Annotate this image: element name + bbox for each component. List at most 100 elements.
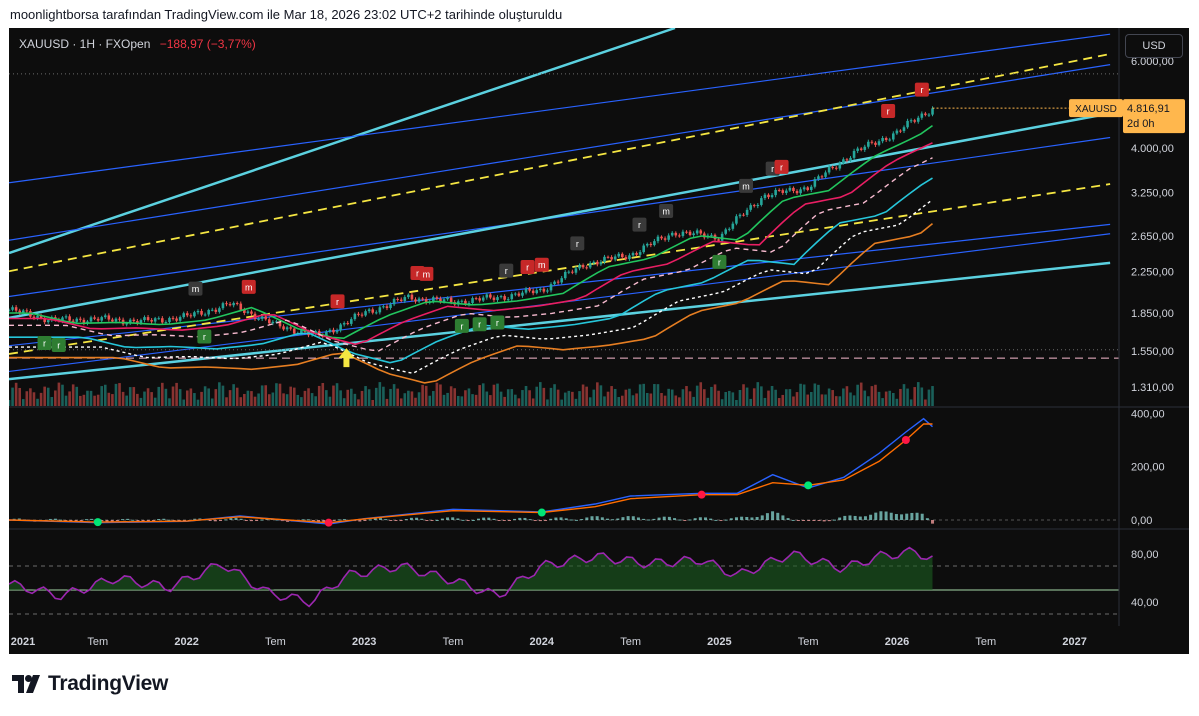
rsi-pane[interactable]: [9, 546, 1119, 615]
currency-button[interactable]: USD: [1125, 34, 1183, 58]
macd-histogram-bar: [476, 518, 480, 520]
price-tag-countdown: 2d 0h: [1127, 118, 1155, 130]
volume-bar: [18, 387, 21, 406]
candle-body: [403, 297, 407, 301]
trend-line-7: [9, 183, 1111, 355]
signal-marker-label: r: [887, 106, 890, 116]
macd-histogram-bar: [786, 518, 790, 520]
volume-bar: [596, 382, 599, 406]
macd-histogram-bar: [853, 515, 857, 520]
candle-body: [207, 309, 210, 315]
macd-histogram-bar: [384, 519, 388, 521]
macd-histogram-bar: [843, 515, 847, 520]
volume-bar: [164, 388, 168, 406]
macd-histogram-bar: [446, 517, 450, 520]
volume-bar: [424, 385, 428, 406]
candle-body: [342, 323, 346, 325]
macd-histogram-bar: [688, 519, 692, 521]
candle-body: [599, 262, 603, 265]
macd-histogram-bar: [657, 517, 661, 520]
symbol-header[interactable]: XAUUSD · 1H · FXOpen −188,97 (−3,77%): [19, 37, 256, 51]
volume-bar: [481, 383, 485, 406]
candle-body: [350, 319, 353, 324]
volume-bar: [54, 390, 57, 406]
rsi-line: [9, 546, 933, 608]
macd-pane[interactable]: [9, 417, 1119, 527]
candle-body: [371, 309, 375, 313]
macd-line: [9, 417, 933, 525]
candle-body: [635, 253, 638, 255]
volume-bar: [432, 391, 435, 406]
macd-cross-dot: [901, 436, 910, 444]
macd-histogram-bar: [280, 520, 284, 522]
candle-body: [596, 261, 599, 265]
volume-bar: [328, 396, 332, 406]
macd-histogram-bar: [765, 513, 769, 520]
macd-histogram-bar: [889, 512, 893, 520]
macd-histogram-bar: [79, 520, 83, 521]
volume-bar: [89, 390, 93, 406]
macd-histogram-bar: [110, 520, 114, 522]
volume-bar: [756, 382, 760, 406]
time-axis-tick: 2023: [352, 636, 376, 648]
volume-bar: [510, 389, 514, 406]
candle-body: [895, 130, 899, 134]
macd-histogram-bar: [838, 517, 842, 520]
candle-body: [125, 323, 128, 325]
macd-axis-tick: 0,00: [1131, 515, 1152, 527]
signal-marker-label: r: [478, 320, 481, 330]
volume-bar: [663, 395, 667, 406]
signal-marker-red: m: [534, 257, 549, 272]
candle-body: [200, 310, 203, 315]
volume-bar: [360, 390, 364, 406]
price-tag-box: [1123, 99, 1185, 134]
candle-body: [574, 268, 578, 273]
tradingview-brand[interactable]: TradingView: [12, 672, 168, 696]
signal-marker-red: r: [774, 159, 789, 174]
volume-bar: [203, 386, 207, 406]
axes: 6.000,00 4.000,00 3.250,00 2.650,00 2.250,00…: [9, 28, 1189, 648]
candle-body: [567, 271, 571, 273]
candle-body: [164, 322, 168, 324]
signal-marker-green: r: [454, 318, 469, 333]
volume-bar: [642, 383, 645, 406]
price-axis-tick: 2.650,00: [1131, 231, 1174, 243]
volume-bar: [303, 390, 307, 406]
candle-body: [571, 271, 574, 273]
volume-bar: [752, 388, 756, 406]
volume-bar: [325, 390, 328, 406]
candle-body: [210, 309, 214, 311]
candle-body: [742, 214, 745, 216]
candle-body: [695, 230, 699, 234]
candle-body: [899, 130, 902, 132]
volume-bar: [218, 382, 221, 406]
volume-bar: [118, 383, 121, 406]
macd-histogram-bar: [781, 515, 785, 520]
candle-body: [246, 311, 250, 313]
candle-body: [339, 324, 342, 331]
volume-bar: [931, 386, 934, 406]
volume-bar: [50, 397, 54, 406]
macd-histogram-bar: [807, 520, 811, 521]
time-axis-tick: Tem: [798, 636, 819, 648]
candle-body: [143, 317, 146, 321]
candle-body: [809, 186, 813, 190]
candle-body: [289, 327, 292, 329]
macd-histogram-bar: [564, 518, 568, 520]
volume-bar: [68, 391, 71, 406]
candle-body: [267, 319, 271, 324]
candle-body: [524, 288, 528, 293]
macd-histogram-bar: [409, 517, 413, 520]
candle-body: [257, 318, 260, 320]
volume-bar: [150, 392, 153, 406]
candle-body: [161, 318, 164, 323]
volume-bar: [606, 391, 610, 406]
macd-histogram-bar: [311, 520, 315, 521]
volume-bar: [43, 386, 46, 406]
candle-body: [239, 303, 243, 310]
signal-marker-box: [914, 82, 929, 97]
candle-body: [214, 309, 218, 312]
